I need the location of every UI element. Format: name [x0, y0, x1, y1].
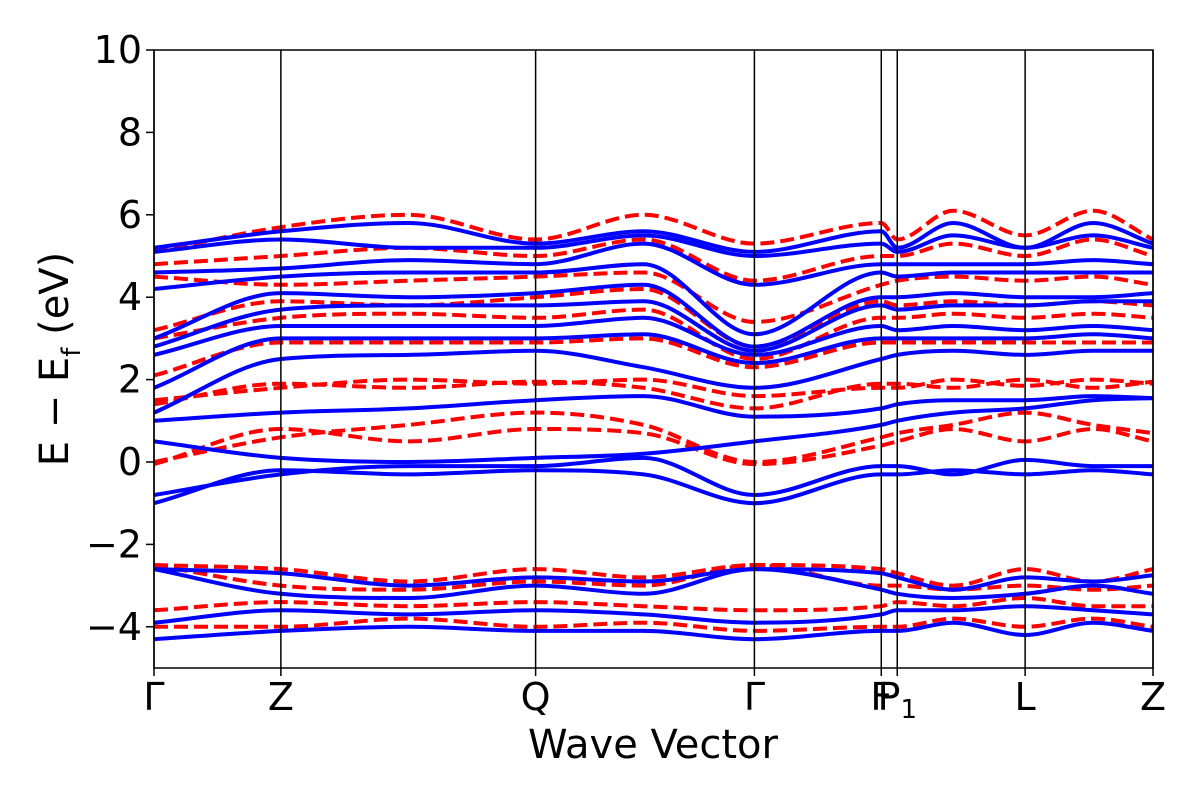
band-solid-blue	[154, 455, 1153, 498]
x-tick-label: Γ	[143, 675, 164, 719]
x-tick-label: Z	[268, 675, 294, 719]
band-solid-blue	[154, 315, 1153, 357]
x-tick-label: Γ	[744, 675, 765, 719]
y-tick-label: 6	[118, 193, 142, 237]
x-tick-label: Z	[1140, 675, 1166, 719]
x-axis-ticks: Γ Z Q Γ FP1 L Z	[143, 668, 1166, 725]
y-tick-label: −4	[86, 605, 142, 649]
y-axis-title: E − Ef (eV)	[32, 252, 87, 467]
y-axis-title-subscript: f	[57, 347, 87, 357]
band-dashed-red	[154, 307, 1153, 362]
y-tick-label: 8	[118, 110, 142, 154]
y-axis-title-base: E − E	[32, 357, 78, 467]
band-dashed-red	[154, 270, 1153, 324]
y-tick-label: 10	[94, 28, 142, 72]
y-tick-label: 0	[118, 440, 142, 484]
y-tick-label: 2	[118, 358, 142, 402]
x-tick-label: L	[1015, 675, 1036, 719]
x-tick-label: P1	[878, 675, 917, 725]
x-tick-label: Q	[521, 675, 551, 719]
band-dashed-red	[154, 410, 1153, 465]
plot-frame	[153, 49, 1154, 669]
y-tick-label: −2	[86, 522, 142, 566]
x-axis-title: Wave Vector	[528, 722, 779, 768]
band-solid-blue	[154, 241, 1153, 287]
y-axis-title-unit: (eV)	[32, 252, 78, 348]
y-tick-label: 4	[118, 275, 142, 319]
band-dashed-red	[154, 237, 1153, 283]
band-solid-blue	[154, 282, 1153, 349]
y-axis-ticks: −4 −2 0 2 4 6 8 10	[86, 28, 154, 649]
band-solid-blue	[154, 262, 1153, 337]
x-tick-label: F	[870, 675, 892, 719]
